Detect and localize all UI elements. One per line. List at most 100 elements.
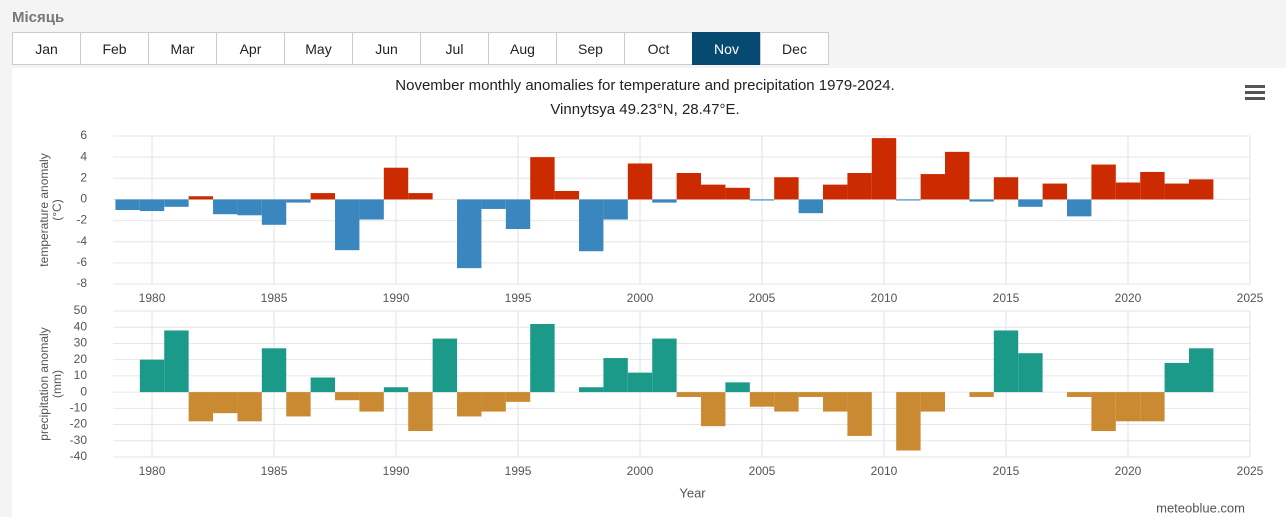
x-tick-label: 2010	[871, 464, 898, 478]
bar	[383, 167, 409, 200]
bar	[213, 199, 238, 215]
bar	[579, 387, 604, 393]
chart-subtitle: Vinnytsya 49.23°N, 28.47°E.	[550, 101, 739, 118]
y-tick-label: 0	[80, 192, 87, 206]
bar	[676, 392, 702, 397]
y-tick-label: -20	[70, 417, 88, 431]
bar	[237, 199, 262, 216]
bar	[823, 184, 848, 200]
bar	[749, 392, 775, 407]
y-tick-label: -4	[76, 234, 87, 248]
bar	[164, 199, 189, 207]
month-tab[interactable]: May	[284, 32, 353, 65]
bar	[408, 392, 433, 432]
x-tick-label: 2025	[1237, 291, 1264, 305]
bar	[871, 138, 897, 200]
x-tick-label: 2005	[749, 464, 776, 478]
x-tick-label: 2015	[993, 464, 1020, 478]
bar	[261, 199, 287, 225]
bar	[310, 193, 336, 200]
bar	[1018, 353, 1043, 393]
month-tab[interactable]: Jun	[352, 32, 421, 65]
bar	[969, 199, 994, 202]
menu-button[interactable]	[1245, 85, 1265, 100]
bar	[1042, 183, 1068, 200]
x-tick-label: 2000	[627, 464, 654, 478]
month-tab[interactable]: Apr	[216, 32, 285, 65]
y-axis-label: precipitation anomaly	[37, 327, 51, 440]
chart-title: November monthly anomalies for temperatu…	[395, 77, 894, 94]
bar	[481, 392, 506, 412]
x-tick-label: 1980	[139, 464, 166, 478]
y-tick-label: 40	[74, 319, 88, 333]
month-tab[interactable]: Feb	[80, 32, 149, 65]
bar	[823, 392, 848, 412]
month-tab[interactable]: Jan	[12, 32, 81, 65]
bar	[139, 199, 165, 212]
x-tick-label: 1995	[505, 464, 532, 478]
bar	[993, 177, 1019, 200]
y-tick-label: 10	[74, 368, 88, 382]
bar	[457, 199, 482, 269]
month-tab[interactable]: Nov	[692, 32, 761, 65]
bar	[530, 323, 555, 393]
x-tick-label: 1985	[261, 464, 288, 478]
bar	[1091, 164, 1116, 200]
bar	[310, 377, 336, 393]
bar	[335, 392, 360, 401]
bar	[286, 199, 311, 203]
y-tick-label: 20	[74, 352, 88, 366]
bar	[920, 174, 946, 200]
month-tabs: Jan Feb Mar Apr May Jun Jul Aug Sep Oct Nov Dec	[12, 32, 829, 65]
y-tick-label: 50	[74, 303, 88, 317]
y-tick-label: -10	[70, 401, 88, 415]
month-tab[interactable]: Dec	[760, 32, 829, 65]
menu-bar	[1245, 97, 1265, 100]
bar	[896, 392, 921, 451]
bar	[652, 338, 677, 393]
bar	[798, 199, 824, 214]
x-tick-label: 1985	[261, 291, 288, 305]
bar	[383, 387, 409, 393]
bar	[359, 392, 384, 412]
bar	[115, 199, 140, 210]
x-tick-label: 1980	[139, 291, 166, 305]
menu-bar	[1245, 85, 1265, 88]
bar	[774, 177, 799, 200]
bar	[530, 157, 555, 200]
bar	[188, 392, 214, 422]
bar	[798, 392, 824, 397]
bar	[505, 199, 531, 230]
bar	[554, 190, 580, 200]
bar	[457, 392, 482, 417]
y-axis-label: temperature anomaly	[37, 153, 51, 266]
bar	[1140, 171, 1165, 200]
x-tick-label: 1995	[505, 291, 532, 305]
month-tab[interactable]: Sep	[556, 32, 625, 65]
month-tab[interactable]: Aug	[488, 32, 557, 65]
x-tick-label: 1990	[383, 291, 410, 305]
month-tab[interactable]: Mar	[148, 32, 217, 65]
month-tab[interactable]: Oct	[624, 32, 693, 65]
bar	[1067, 392, 1092, 397]
chart-background	[12, 68, 1286, 517]
bar	[1067, 199, 1092, 217]
y-tick-label: -8	[76, 276, 87, 290]
month-tab[interactable]: Jul	[420, 32, 489, 65]
bar	[1091, 392, 1116, 432]
y-tick-label: 30	[74, 336, 88, 350]
x-tick-label: 2025	[1237, 464, 1264, 478]
bar	[847, 392, 872, 436]
bar	[896, 199, 921, 201]
bar	[603, 358, 628, 393]
y-tick-label: -6	[76, 255, 87, 269]
bar	[213, 392, 238, 414]
bar	[847, 173, 872, 200]
bar	[920, 392, 946, 412]
x-tick-label: 2005	[749, 291, 776, 305]
bar	[774, 392, 799, 412]
bar	[164, 330, 189, 393]
bar	[432, 338, 458, 393]
